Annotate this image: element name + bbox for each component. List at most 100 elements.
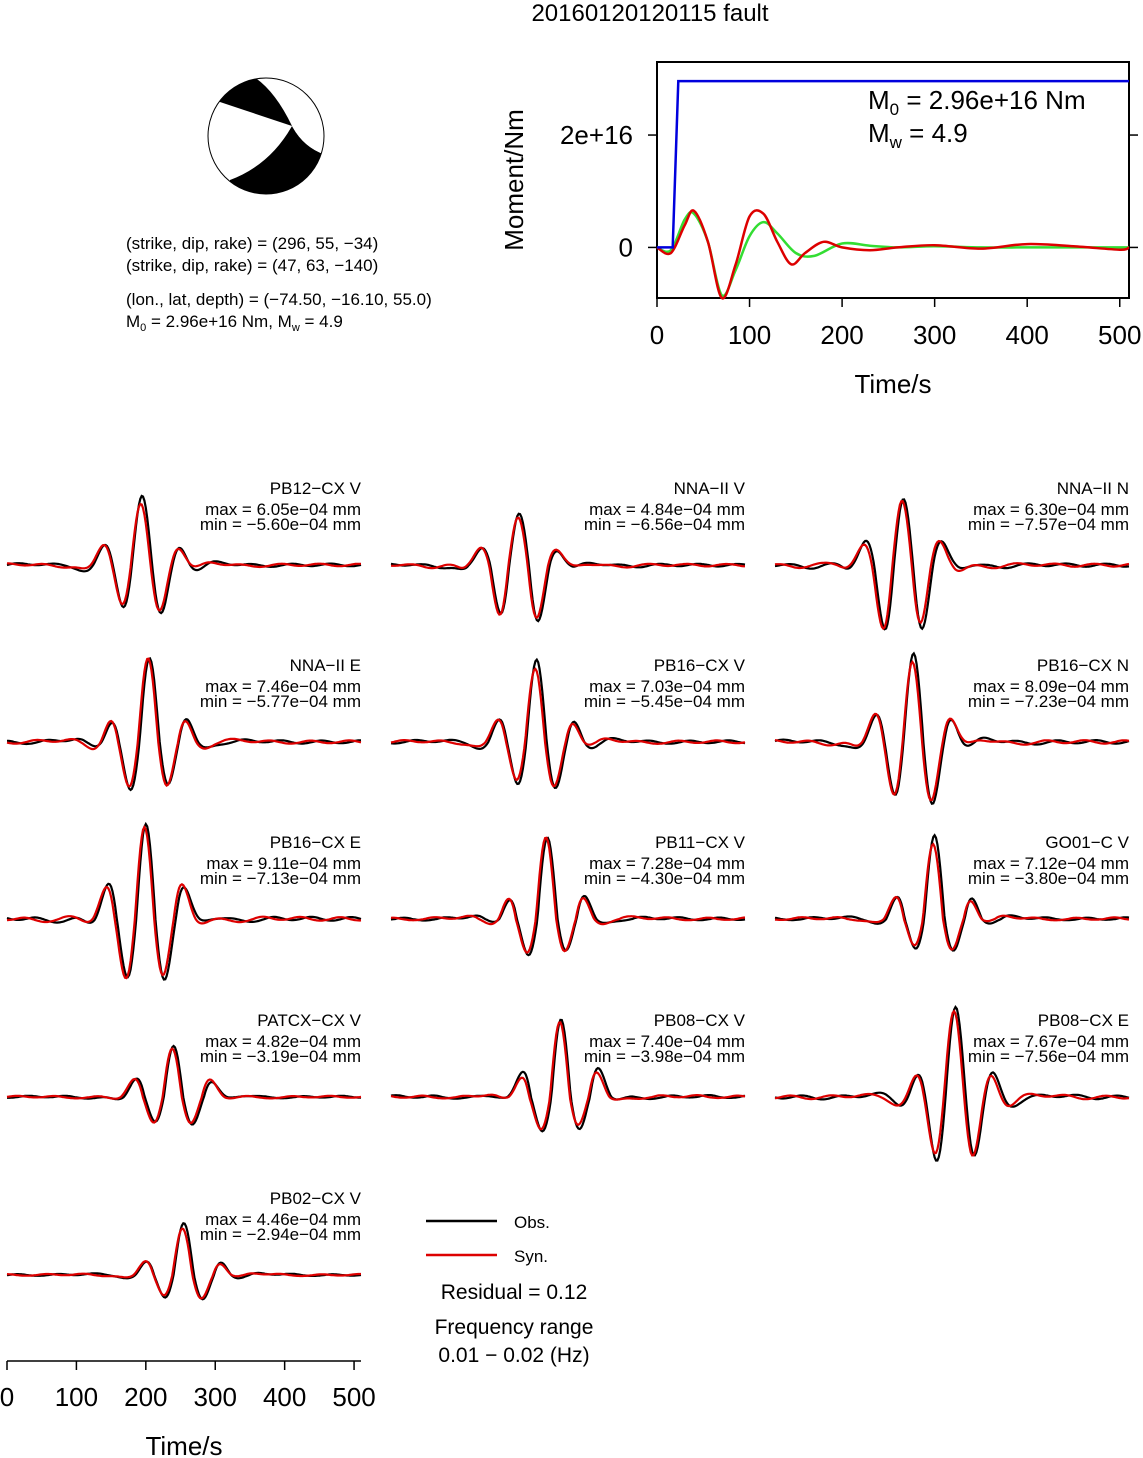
waveform-syn-line (390, 516, 745, 620)
station-max: max = 6.30e−04 mm (973, 500, 1129, 519)
station-name: NNA−II N (1057, 479, 1129, 498)
station-min: min = −5.60e−04 mm (200, 515, 361, 534)
figure-title: 20160120120115 fault (531, 0, 768, 27)
station-max: max = 7.28e−04 mm (589, 854, 745, 873)
station-min: min = −7.56e−04 mm (968, 1047, 1129, 1066)
station-max: max = 8.09e−04 mm (973, 677, 1129, 696)
legend-syn-label: Syn. (514, 1247, 548, 1266)
residual-label: Residual = 0.12 (441, 1281, 588, 1304)
station-min: min = −3.19e−04 mm (200, 1047, 361, 1066)
waveform-xtick-label: 100 (55, 1382, 98, 1412)
waveform-syn-line (6, 824, 362, 980)
station-max: max = 7.03e−04 mm (589, 677, 745, 696)
moment-mw-annotation: Mw = 4.9 (868, 118, 968, 152)
waveform-xtick-label: 300 (194, 1382, 237, 1412)
station-max: max = 4.46e−04 mm (205, 1210, 361, 1229)
location-label: (lon., lat, depth) = (−74.50, −16.10, 55… (126, 290, 432, 309)
moment-xtick-label: 500 (1098, 320, 1141, 350)
waveform-time-axis: 0 100 200 300 400 500 (0, 1360, 376, 1412)
moment-xtick-label: 100 (728, 320, 771, 350)
waveform-syn-line (774, 842, 1130, 951)
station-name: PB16−CX E (270, 833, 361, 852)
waveform-syn-line (6, 657, 362, 788)
station-max: max = 7.46e−04 mm (205, 677, 361, 696)
station-max: max = 7.40e−04 mm (589, 1032, 745, 1051)
waveform-syn-line (390, 1021, 746, 1131)
station-min: min = −2.94e−04 mm (200, 1225, 361, 1244)
station-max: max = 7.67e−04 mm (973, 1032, 1129, 1051)
station-name: NNA−II V (674, 479, 746, 498)
station-max: max = 9.11e−04 mm (206, 854, 361, 873)
station-max: max = 4.84e−04 mm (589, 500, 745, 519)
magnitude-label: M0 = 2.96e+16 Nm, Mw = 4.9 (126, 312, 343, 334)
waveform-syn-line (6, 502, 361, 612)
moment-ylabel: Moment/Nm (499, 109, 529, 251)
waveform-xtick-label: 400 (263, 1382, 306, 1412)
station-min: min = −6.56e−04 mm (584, 515, 745, 534)
waveform-xlabel: Time/s (145, 1431, 222, 1458)
station-name: PB08−CX E (1038, 1011, 1129, 1030)
station-name: PATCX−CX V (257, 1011, 361, 1030)
waveform-obs-line (774, 1004, 1130, 1162)
waveform-syn-line (390, 836, 746, 955)
moment-xtick-label: 300 (913, 320, 956, 350)
moment-m0-annotation: M0 = 2.96e+16 Nm (868, 85, 1086, 119)
legend-obs-label: Obs. (514, 1213, 550, 1232)
station-max: max = 4.82e−04 mm (205, 1032, 361, 1051)
station-name: PB08−CX V (654, 1011, 746, 1030)
station-name: PB16−CX N (1037, 656, 1129, 675)
moment-xtick-label: 0 (650, 320, 664, 350)
waveform-syn-line (6, 1047, 362, 1125)
station-min: min = −7.13e−04 mm (200, 869, 361, 888)
waveform-obs-line (774, 833, 1130, 952)
station-min: min = −4.30e−04 mm (584, 869, 745, 888)
waveform-xtick-label: 200 (124, 1382, 167, 1412)
station-min: min = −3.80e−04 mm (968, 869, 1129, 888)
station-min: min = −5.77e−04 mm (200, 692, 361, 711)
station-name: NNA−II E (290, 656, 361, 675)
station-name: PB02−CX V (270, 1189, 362, 1208)
moment-xtick-label: 200 (820, 320, 863, 350)
station-max: max = 7.12e−04 mm (973, 854, 1129, 873)
station-name: PB12−CX V (270, 479, 362, 498)
moment-series-line (657, 79, 1129, 249)
moment-series (656, 79, 1130, 300)
frequency-range-value: 0.01 − 0.02 (Hz) (438, 1344, 589, 1367)
waveform-xtick-label: 500 (332, 1382, 375, 1412)
frequency-range-label: Frequency range (435, 1316, 594, 1339)
waveform-syn-line (774, 659, 1130, 802)
station-name: PB11−CX V (655, 833, 746, 852)
waveform-xtick-label: 0 (0, 1382, 14, 1412)
moment-ytick-label: 2e+16 (560, 120, 633, 150)
plane1-label: (strike, dip, rake) = (296, 55, −34) (126, 234, 378, 253)
waveform-syn-line (6, 1227, 361, 1300)
station-min: min = −3.98e−04 mm (584, 1047, 745, 1066)
moment-axes: 0 100 200 300 400 500 0 2e+16 (560, 120, 1141, 350)
moment-ytick-label: 0 (619, 232, 633, 262)
beachball-icon (207, 77, 325, 195)
station-name: GO01−C V (1045, 833, 1129, 852)
station-max: max = 6.05e−04 mm (205, 500, 361, 519)
station-min: min = −7.23e−04 mm (968, 692, 1129, 711)
station-name: PB16−CX V (654, 656, 746, 675)
waveform-syn-line (774, 500, 1130, 631)
waveform-syn-line (774, 1009, 1130, 1157)
plane2-label: (strike, dip, rake) = (47, 63, −140) (126, 256, 378, 275)
moment-xlabel: Time/s (854, 369, 931, 399)
station-min: min = −7.57e−04 mm (968, 515, 1129, 534)
moment-xtick-label: 400 (1006, 320, 1049, 350)
moment-series-line (656, 209, 1130, 300)
moment-series-line (656, 210, 1129, 298)
